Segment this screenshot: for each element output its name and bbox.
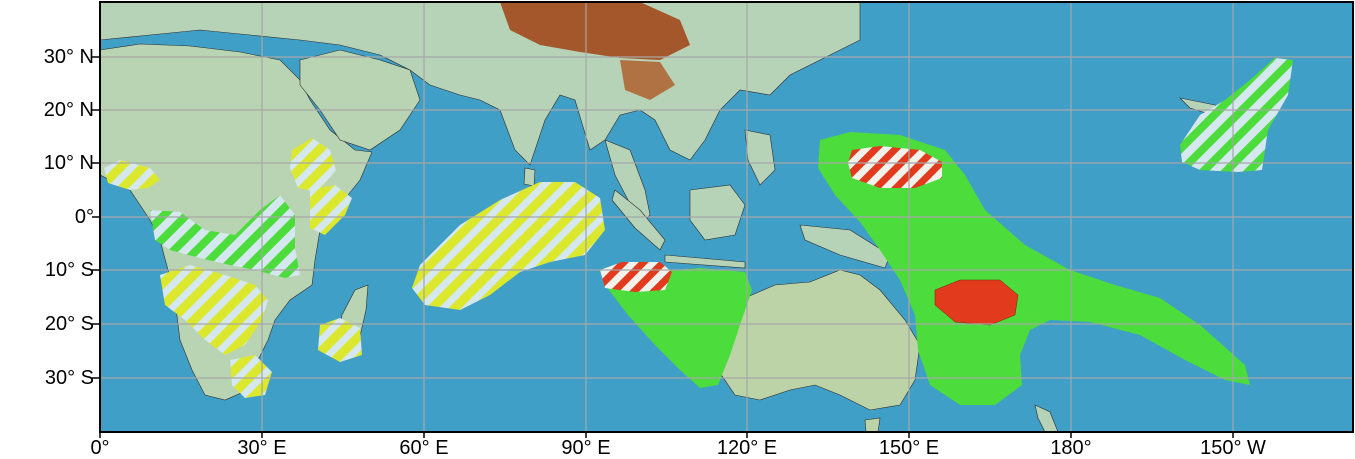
hazard-yellow-east-africa xyxy=(310,185,352,235)
hazard-green-hawaii xyxy=(1180,58,1293,172)
hazard-green-se-indian-ocean xyxy=(605,268,752,388)
lon-label-150w: 150° W xyxy=(1200,437,1266,459)
land-highland-east xyxy=(620,60,675,100)
land-new-guinea xyxy=(799,224,891,269)
hazard-yellow-indian-ocean xyxy=(412,182,605,310)
land-sumatra xyxy=(611,189,666,251)
land-australia xyxy=(714,269,921,411)
lat-label-30s: 30° S xyxy=(44,367,94,389)
graticule xyxy=(100,2,1353,432)
land-sri-lanka xyxy=(523,167,536,187)
axis-ticks xyxy=(92,56,1234,438)
lon-label-180: 180° xyxy=(1050,437,1092,459)
hazard-yellow-ethiopia xyxy=(290,138,336,192)
hazard-yellow-madagascar xyxy=(318,318,362,362)
land-new-zealand xyxy=(1034,404,1059,432)
land-tibet-highland xyxy=(500,2,690,60)
lat-label-20s: 20° S xyxy=(44,313,94,335)
hazard-green-west-pacific xyxy=(818,132,1250,405)
lon-label-0: 0° xyxy=(90,437,110,459)
lat-label-20n: 20° N xyxy=(43,99,94,121)
hazard-yellow-southern-africa xyxy=(160,265,268,355)
lat-label-10s: 10° S xyxy=(44,259,94,281)
hazard-red-vanuatu xyxy=(934,279,1019,326)
lat-label-10n: 10° N xyxy=(43,152,94,174)
lat-label-30n: 30° N xyxy=(43,46,94,68)
land-borneo xyxy=(689,184,746,241)
lon-label-120e: 120° E xyxy=(716,437,778,459)
hazard-yellow-west-africa xyxy=(104,160,160,190)
lon-label-30e: 30° E xyxy=(237,437,287,459)
lon-label-150e: 150° E xyxy=(878,437,940,459)
lon-label-90e: 90° E xyxy=(561,437,611,459)
hazard-red-micronesia xyxy=(848,146,942,188)
land-java xyxy=(664,254,746,269)
land-tasmania xyxy=(864,417,881,432)
hazard-red-java xyxy=(600,262,672,292)
lat-label-0: 0° xyxy=(74,206,94,228)
lon-label-60e: 60° E xyxy=(399,437,449,459)
